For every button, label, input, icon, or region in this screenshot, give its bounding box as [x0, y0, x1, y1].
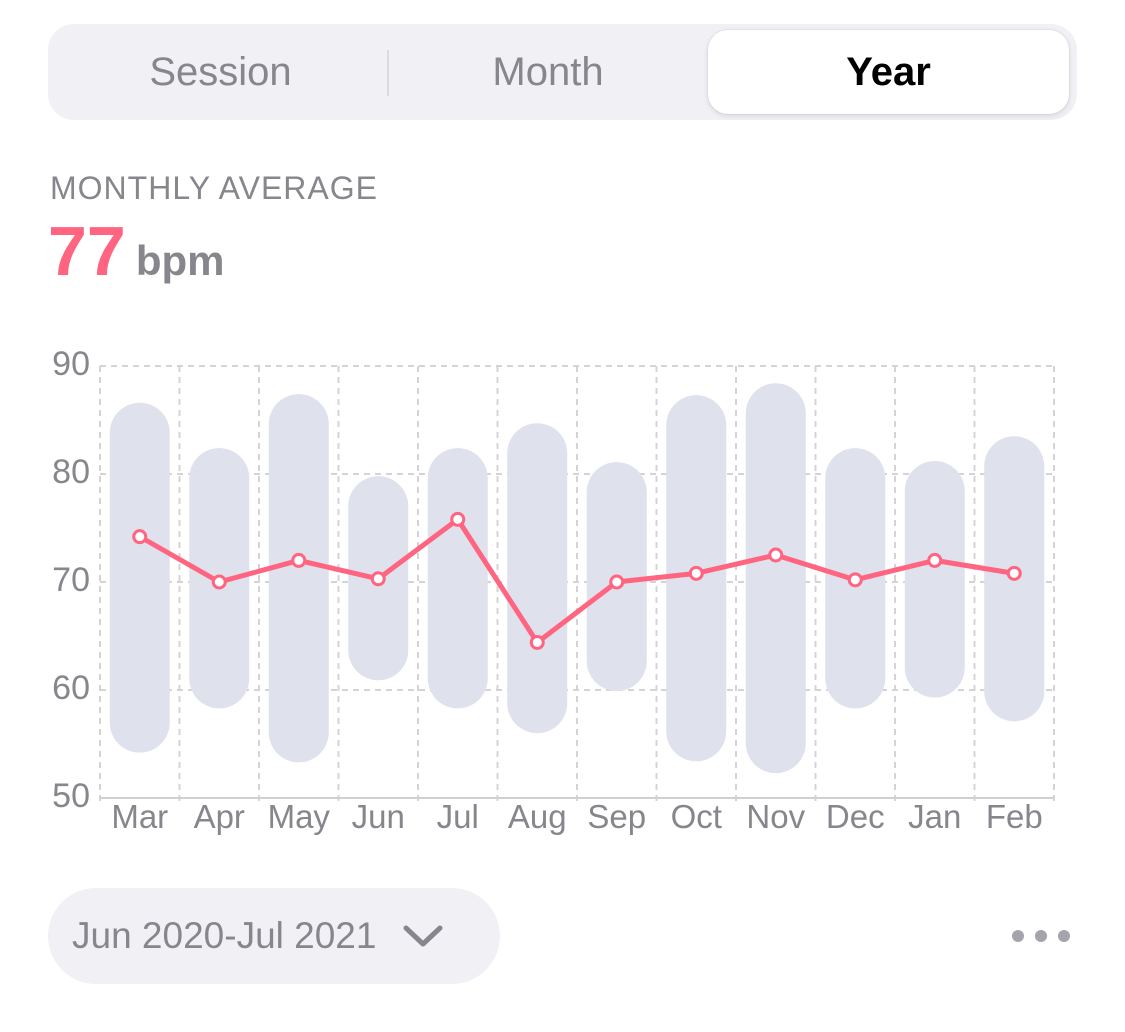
date-range-selector[interactable]: Jun 2020-Jul 2021: [48, 888, 500, 984]
tab-session[interactable]: Session: [149, 49, 292, 94]
average-line: [137, 516, 1017, 645]
segment-divider: [387, 50, 389, 96]
average-point: [529, 634, 545, 650]
metric-label: MONTHLY AVERAGE: [50, 170, 378, 206]
x-tick-label: Feb: [986, 798, 1043, 835]
x-tick-label: Oct: [671, 798, 722, 835]
x-tick-label: Jul: [437, 798, 479, 835]
x-tick-label: Sep: [587, 798, 646, 835]
date-range-label: Jun 2020-Jul 2021: [72, 915, 377, 956]
more-dot: [1012, 930, 1024, 942]
y-tick-label: 80: [52, 453, 90, 491]
average-point: [1006, 565, 1022, 581]
average-point: [768, 547, 784, 563]
metric-value: 77: [48, 212, 126, 290]
metric-unit: bpm: [135, 237, 225, 284]
x-tick-label: Apr: [194, 798, 245, 835]
y-tick-label: 60: [52, 669, 90, 707]
more-dot: [1035, 930, 1047, 942]
average-point: [688, 565, 704, 581]
range-bar: [268, 394, 329, 763]
y-tick-label: 70: [52, 561, 90, 599]
average-point: [132, 529, 148, 545]
average-point: [450, 511, 466, 527]
tab-year[interactable]: Year: [708, 30, 1069, 114]
chevron-down-icon: [402, 923, 444, 949]
range-bar: [427, 448, 488, 709]
heart-rate-chart: 50 60 70 80 90 Mar Apr May Jun Jul Aug Sep Oct Nov Dec…: [52, 345, 1055, 835]
x-tick-label: Jan: [908, 798, 961, 835]
period-segmented-control: Session Month Year: [48, 24, 1077, 120]
x-tick-label: Aug: [508, 798, 567, 835]
average-point: [291, 552, 307, 568]
average-point: [847, 572, 863, 588]
y-tick-label: 50: [52, 777, 90, 815]
average-point: [927, 552, 943, 568]
metric-summary: 77 bpm: [48, 216, 225, 286]
y-tick-label: 90: [52, 345, 90, 383]
tab-month[interactable]: Month: [492, 49, 604, 94]
more-horizontal-icon[interactable]: [1012, 922, 1070, 950]
range-bar: [904, 461, 965, 698]
range-bar: [507, 423, 568, 734]
average-point: [211, 574, 227, 590]
range-bar: [109, 402, 170, 753]
average-point: [370, 571, 386, 587]
x-tick-label: May: [268, 798, 331, 835]
x-tick-label: Nov: [746, 798, 805, 835]
x-tick-label: Jun: [352, 798, 405, 835]
x-tick-label: Mar: [111, 798, 168, 835]
x-tick-label: Dec: [826, 798, 885, 835]
range-bar: [745, 383, 806, 774]
more-dot: [1058, 930, 1070, 942]
average-point: [609, 574, 625, 590]
